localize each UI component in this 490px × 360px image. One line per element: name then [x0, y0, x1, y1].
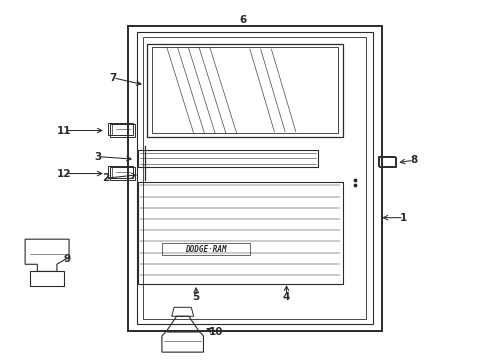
Text: 8: 8: [410, 155, 417, 165]
Text: 7: 7: [109, 73, 117, 83]
Text: 2: 2: [102, 173, 109, 183]
Text: 12: 12: [57, 168, 72, 179]
Text: 3: 3: [95, 152, 102, 162]
Text: 10: 10: [208, 327, 223, 337]
Text: 9: 9: [63, 254, 70, 264]
Text: DODGE·RAM: DODGE·RAM: [185, 246, 227, 255]
Text: 5: 5: [193, 292, 200, 302]
Text: 1: 1: [400, 213, 407, 222]
Text: 4: 4: [283, 292, 290, 302]
Text: 11: 11: [57, 126, 72, 135]
Text: 6: 6: [239, 15, 246, 26]
